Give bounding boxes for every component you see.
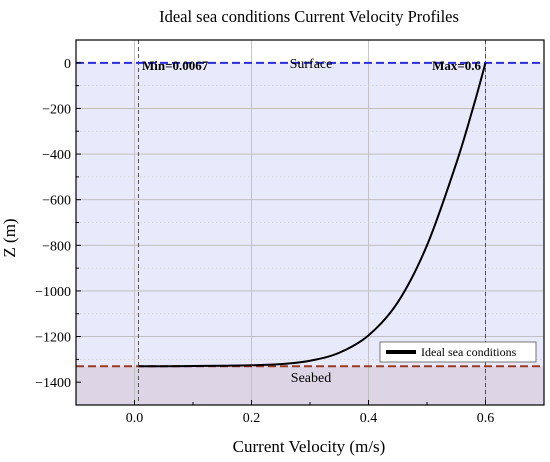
- chart-title: Ideal sea conditions Current Velocity Pr…: [159, 7, 459, 26]
- y-tick-label-6: −1200: [35, 331, 71, 346]
- y-tick-label-2: −400: [42, 148, 71, 163]
- max-marker-label: Max=0.6: [432, 58, 481, 73]
- water-region: [76, 62, 544, 367]
- y-tick-label-1: −200: [42, 102, 71, 117]
- ticks-layer: 0.0 0.2 0.4 0.6 0 −200 −400 −600 −800 −1000 −1200 −…: [35, 57, 494, 426]
- series-line-0: [138, 62, 487, 368]
- surface-label: Surface: [290, 57, 333, 72]
- min-marker-label: Min=0.0067: [142, 58, 209, 73]
- x-tick-label-2: 0.4: [360, 411, 378, 426]
- shading-layer: [76, 62, 544, 405]
- legend-label: Ideal sea conditions: [421, 345, 517, 359]
- y-tick-label-0: 0: [64, 57, 71, 72]
- seabed-region: [76, 366, 544, 405]
- x-tick-label-3: 0.6: [477, 411, 495, 426]
- x-tick-label-1: 0.2: [243, 411, 261, 426]
- y-tick-label-7: −1400: [35, 376, 71, 391]
- legend: Ideal sea conditions: [379, 341, 537, 363]
- x-axis-title: Current Velocity (m/s): [233, 437, 386, 456]
- x-tick-label-0: 0.0: [126, 411, 144, 426]
- series-layer: [138, 62, 487, 368]
- y-tick-label-4: −800: [42, 239, 71, 254]
- y-tick-label-3: −600: [42, 194, 71, 209]
- y-tick-label-5: −1000: [35, 285, 71, 300]
- seabed-label: Seabed: [291, 371, 331, 386]
- y-axis-title: Z (m): [0, 218, 19, 257]
- legend-box: [379, 341, 537, 363]
